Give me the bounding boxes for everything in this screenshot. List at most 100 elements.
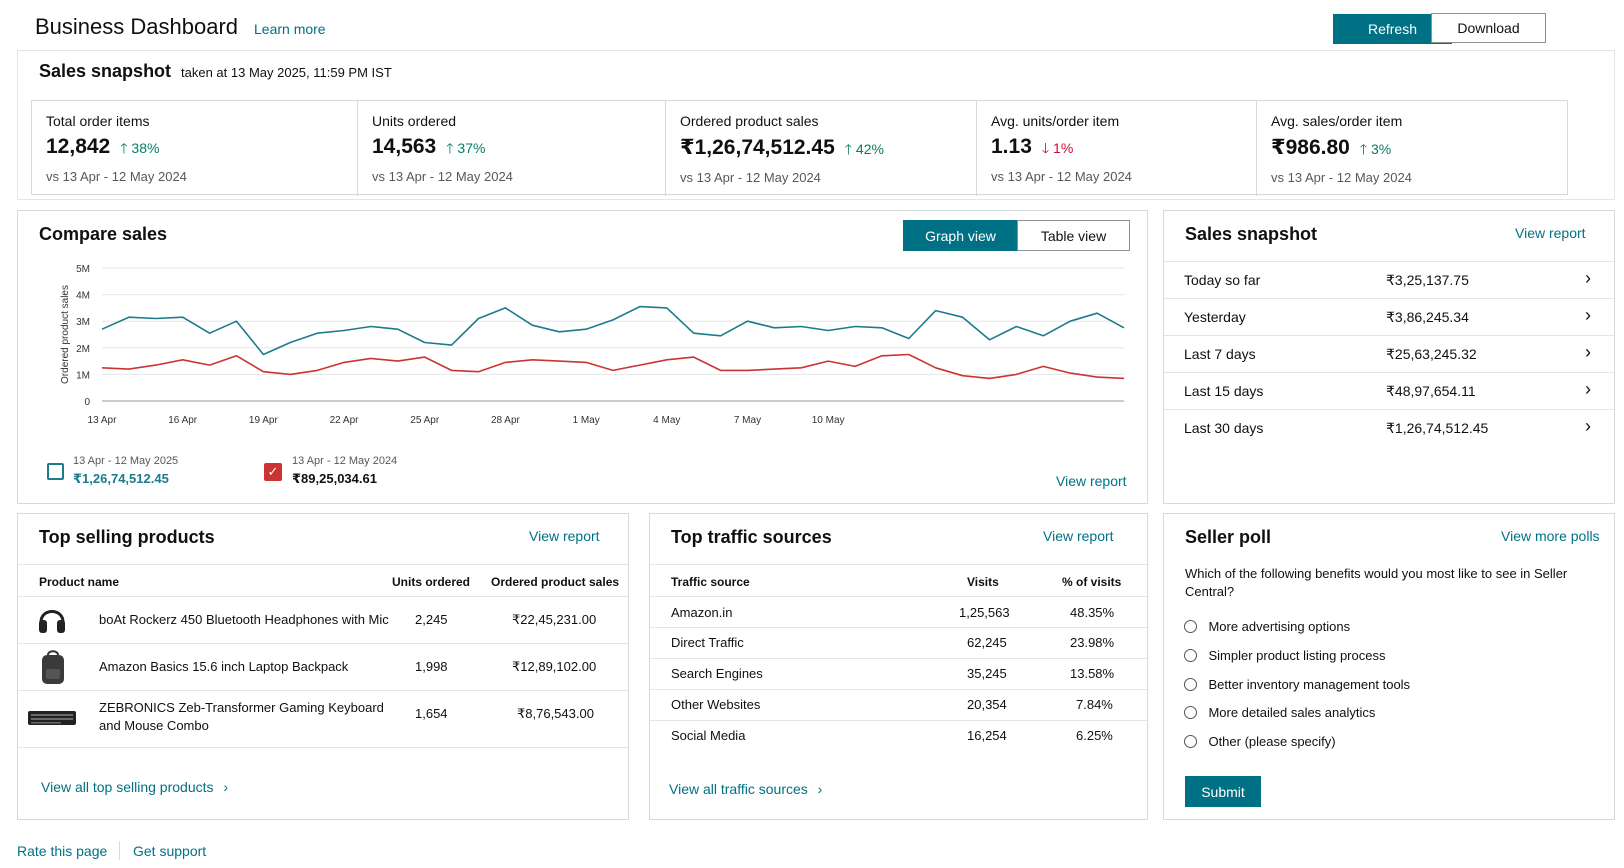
download-button[interactable]: Download <box>1431 13 1546 43</box>
arrow-down-icon: 🡓 <box>1041 140 1050 156</box>
legend-current[interactable]: 13 Apr - 12 May 2025 ₹1,26,74,512.45 <box>47 455 247 495</box>
chevron-right-icon[interactable]: › <box>1585 342 1591 362</box>
sales-snapshot-title: Sales snapshot <box>39 61 172 81</box>
poll-option[interactable]: Better inventory management tools <box>1184 676 1410 694</box>
y-tick-label: 3M <box>76 317 90 328</box>
product-name[interactable]: boAt Rockerz 450 Bluetooth Headphones wi… <box>99 612 389 627</box>
snapshot-row[interactable]: Last 30 days ₹1,26,74,512.45 › <box>1164 409 1614 446</box>
legend-total: ₹1,26,74,512.45 <box>73 471 169 486</box>
table-row[interactable]: Amazon Basics 15.6 inch Laptop Backpack … <box>18 644 628 690</box>
metric-ordered-product-sales: Ordered product sales ₹1,26,74,512.45 🡑 … <box>666 101 977 196</box>
traffic-pct: 48.35% <box>1070 605 1115 620</box>
snapshot-row-label: Yesterday <box>1184 309 1246 325</box>
snapshot-row[interactable]: Yesterday ₹3,86,245.34 › <box>1164 298 1614 335</box>
poll-option[interactable]: Other (please specify) <box>1184 733 1336 751</box>
poll-option[interactable]: Simpler product listing process <box>1184 647 1385 665</box>
radio-button[interactable] <box>1184 735 1197 749</box>
metric-compare: vs 13 Apr - 12 May 2024 <box>680 170 821 185</box>
traffic-source: Social Media <box>671 728 746 743</box>
radio-button[interactable] <box>1184 649 1197 663</box>
metric-avg-sales-per-order: Avg. sales/order item ₹986.80 🡑 3% vs 13… <box>1257 101 1567 196</box>
poll-option[interactable]: More advertising options <box>1184 618 1350 636</box>
side-snapshot-panel: Sales snapshot View report Today so far … <box>1163 210 1615 504</box>
product-units: 1,998 <box>415 659 448 674</box>
snapshot-row-value: ₹3,25,137.75 <box>1386 272 1469 288</box>
metric-total-order-items: Total order items 12,842 🡑 38% vs 13 Apr… <box>32 101 358 196</box>
column-header-product: Product name <box>39 575 120 589</box>
traffic-source: Direct Traffic <box>671 635 744 650</box>
top-products-view-report-link[interactable]: View report <box>529 528 600 544</box>
poll-option[interactable]: More detailed sales analytics <box>1184 704 1375 722</box>
traffic-source: Other Websites <box>671 697 761 712</box>
rate-page-link[interactable]: Rate this page <box>17 843 108 859</box>
x-tick-label: 28 Apr <box>491 415 521 426</box>
product-name[interactable]: ZEBRONICS Zeb-Transformer Gaming Keyboar… <box>99 700 384 733</box>
product-units: 1,654 <box>415 706 448 721</box>
x-tick-label: 22 Apr <box>330 415 360 426</box>
legend-previous[interactable]: ✓ 13 Apr - 12 May 2024 ₹89,25,034.61 <box>264 455 464 495</box>
snapshot-row[interactable]: Today so far ₹3,25,137.75 › <box>1164 261 1614 298</box>
table-row: Direct Traffic 62,245 23.98% <box>650 628 1147 658</box>
get-support-link[interactable]: Get support <box>133 843 207 859</box>
view-more-polls-link[interactable]: View more polls <box>1501 528 1600 544</box>
submit-button[interactable]: Submit <box>1185 776 1261 807</box>
side-view-report-link[interactable]: View report <box>1515 225 1586 241</box>
backpack-icon <box>42 650 64 684</box>
headphones-icon <box>39 610 65 633</box>
x-tick-label: 25 Apr <box>410 415 440 426</box>
legend-range: 13 Apr - 12 May 2024 <box>292 455 398 467</box>
y-tick-label: 4M <box>76 291 90 302</box>
metric-compare: vs 13 Apr - 12 May 2024 <box>991 169 1132 184</box>
chevron-right-icon[interactable]: › <box>1585 416 1591 436</box>
product-name[interactable]: Amazon Basics 15.6 inch Laptop Backpack <box>99 659 349 674</box>
radio-button[interactable] <box>1184 620 1197 634</box>
legend-range: 13 Apr - 12 May 2025 <box>73 455 179 467</box>
column-header-sales: Ordered product sales <box>491 575 620 589</box>
metric-compare: vs 13 Apr - 12 May 2024 <box>372 169 513 184</box>
learn-more-link[interactable]: Learn more <box>254 21 326 37</box>
chevron-right-icon[interactable]: › <box>1585 305 1591 325</box>
metric-change: 🡑 38% <box>120 140 160 156</box>
traffic-view-report-link[interactable]: View report <box>1043 528 1114 544</box>
arrow-up-icon: 🡑 <box>844 141 853 157</box>
legend-checkbox-checked[interactable]: ✓ <box>264 463 282 481</box>
metric-change: 🡑 42% <box>844 141 884 157</box>
snapshot-row[interactable]: Last 7 days ₹25,63,245.32 › <box>1164 335 1614 372</box>
snapshot-row-label: Last 30 days <box>1184 420 1264 436</box>
x-tick-label: 4 May <box>653 415 680 426</box>
seller-poll-panel: Seller poll View more polls Which of the… <box>1163 513 1615 820</box>
chevron-right-icon[interactable]: › <box>1585 268 1591 288</box>
metric-compare: vs 13 Apr - 12 May 2024 <box>1271 170 1412 185</box>
snapshot-row[interactable]: Last 15 days ₹48,97,654.11 › <box>1164 372 1614 409</box>
chevron-right-icon[interactable]: › <box>1585 379 1591 399</box>
product-units: 2,245 <box>415 612 448 627</box>
compare-view-report-link[interactable]: View report <box>1056 473 1127 489</box>
graph-view-tab[interactable]: Graph view <box>903 220 1018 251</box>
snapshot-row-label: Last 7 days <box>1184 346 1256 362</box>
view-all-products-link[interactable]: View all top selling products › <box>41 779 229 795</box>
traffic-pct: 13.58% <box>1070 666 1115 681</box>
metric-label: Total order items <box>46 113 150 129</box>
radio-button[interactable] <box>1184 678 1197 692</box>
table-view-tab[interactable]: Table view <box>1017 220 1130 251</box>
table-row[interactable]: boAt Rockerz 450 Bluetooth Headphones wi… <box>18 597 628 643</box>
radio-button[interactable] <box>1184 706 1197 720</box>
metric-compare: vs 13 Apr - 12 May 2024 <box>46 169 187 184</box>
traffic-title: Top traffic sources <box>671 527 832 547</box>
table-row: Social Media 16,254 6.25% <box>650 721 1147 751</box>
traffic-panel: Top traffic sources View report Traffic … <box>649 513 1148 820</box>
table-row: Search Engines 35,245 13.58% <box>650 659 1147 689</box>
y-tick-label: 0 <box>84 397 90 408</box>
snapshot-row-value: ₹48,97,654.11 <box>1386 383 1476 399</box>
view-all-traffic-link[interactable]: View all traffic sources › <box>669 781 823 797</box>
legend-checkbox-unchecked[interactable] <box>47 463 64 480</box>
poll-question: Which of the following benefits would yo… <box>1185 566 1568 599</box>
y-tick-label: 1M <box>76 370 90 381</box>
table-row[interactable]: ZEBRONICS Zeb-Transformer Gaming Keyboar… <box>18 691 628 747</box>
arrow-up-icon: 🡑 <box>446 140 454 156</box>
metric-label: Ordered product sales <box>680 113 819 129</box>
metric-units-ordered: Units ordered 14,563 🡑 37% vs 13 Apr - 1… <box>358 101 666 196</box>
snapshot-row-value: ₹1,26,74,512.45 <box>1386 420 1489 436</box>
metrics-strip: Total order items 12,842 🡑 38% vs 13 Apr… <box>31 100 1568 196</box>
series-line <box>101 353 1125 380</box>
